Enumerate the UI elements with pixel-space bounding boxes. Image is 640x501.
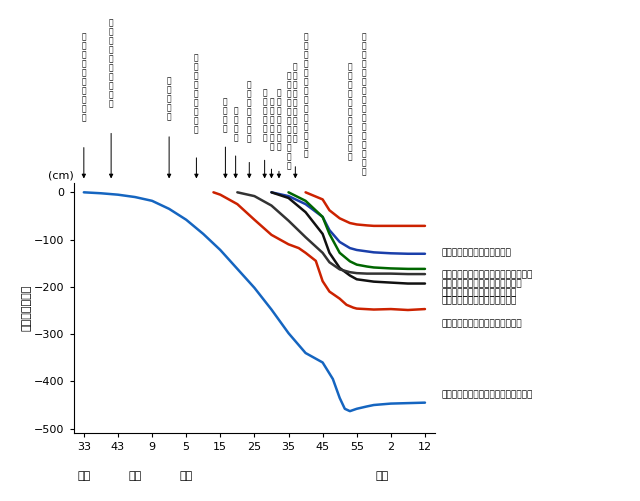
Text: 筑後・佐賀平野（佐賀県白石町横手）: 筑後・佐賀平野（佐賀県白石町横手） [442, 271, 533, 279]
Text: 濃尾平野（三重県長島町白鶴）: 濃尾平野（三重県長島町白鶴） [442, 289, 517, 298]
Text: 関東平野（東京都江東区亀戸７丁目）: 関東平野（東京都江東区亀戸７丁目） [442, 390, 533, 399]
Text: カ
ス
リ
ン
台
風: カ ス リ ン 台 風 [262, 89, 267, 143]
Text: 各
地
で
深
井
戸
掘
始
ま
る: 各 地 で 深 井 戸 掘 始 ま る [109, 18, 113, 108]
Text: 大
平
洋
戦
争
発
表: 大 平 洋 戦 争 発 表 [247, 80, 252, 143]
Text: 筑
後
・
佐
賀
平
野
防
止
等
対
策
要
綱
策
定: 筑 後 ・ 佐 賀 平 野 防 止 等 対 策 要 綱 策 定 [361, 32, 366, 176]
Text: 和
達
発
表: 和 達 発 表 [234, 107, 238, 143]
Text: 明治: 明治 [77, 471, 90, 481]
Text: 平成: 平成 [376, 471, 389, 481]
Text: 新潟平野（新潟県新潟市坂井）: 新潟平野（新潟県新潟市坂井） [442, 297, 517, 306]
Text: 大阪平野（大阪市西淡川区百島）: 大阪平野（大阪市西淡川区百島） [442, 320, 522, 328]
Text: 地
盤
沈
下
確
認
さ
れ
る: 地 盤 沈 下 確 認 さ れ る [194, 54, 199, 134]
Y-axis label: 累積地盤沈下量: 累積地盤沈下量 [21, 285, 31, 331]
Text: 昭和: 昭和 [180, 471, 193, 481]
Text: 関
東
大
震
災: 関 東 大 震 災 [167, 77, 172, 121]
Text: (cm): (cm) [48, 170, 74, 180]
Text: ビ
ニ
ー
ル
用
水
台
風
法
改
正: ビ ニ ー ル 用 水 台 風 法 改 正 [286, 71, 291, 170]
Text: 室
戸
台
風: 室 戸 台 風 [223, 98, 228, 134]
Text: 環
境
庁
設
置
地
盤
沈
下
基
本
法
制
定: 環 境 庁 設 置 地 盤 沈 下 基 本 法 制 定 [303, 32, 308, 158]
Text: 大正: 大正 [129, 471, 141, 481]
Text: 工
業
用
水
法
制
定: 工 業 用 水 法 制 定 [276, 89, 281, 152]
Text: 南魚沼（新潟県六日町余川）: 南魚沼（新潟県六日町余川） [442, 248, 511, 258]
Text: 関
東
平
野
北
部
地
盤
沈
下: 関 東 平 野 北 部 地 盤 沈 下 [81, 32, 86, 122]
Text: 関東平野（埼玉県鷹宮町東大輪）: 関東平野（埼玉県鷹宮町東大輪） [442, 280, 522, 289]
Text: 濃
尾
防
止
等
対
策
要
綱
策
定: 濃 尾 防 止 等 対 策 要 綱 策 定 [348, 62, 352, 161]
Text: 公
害
対
策
基
本
法
制
定: 公 害 対 策 基 本 法 制 定 [293, 62, 298, 143]
Text: 第
二
室
戸
台
風: 第 二 室 戸 台 風 [269, 98, 274, 152]
